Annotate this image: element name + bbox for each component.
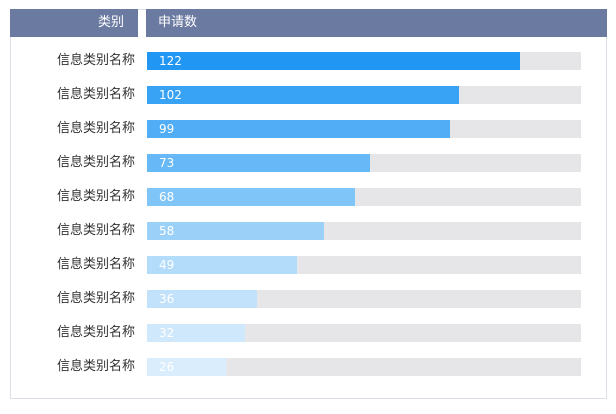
bar [147, 86, 459, 104]
bar [147, 188, 355, 206]
bar-track: 102 [147, 86, 581, 104]
bar [147, 52, 520, 70]
bar-value-label: 58 [159, 224, 175, 238]
bar-value-label: 68 [159, 190, 175, 204]
bar-value-label: 73 [159, 156, 175, 170]
category-label: 信息类别名称 [56, 223, 135, 238]
header-category: 类别 [10, 9, 138, 37]
category-label: 信息类别名称 [56, 359, 135, 374]
bar [147, 222, 324, 240]
bar-track: 32 [147, 324, 581, 342]
bar-value-label: 122 [159, 54, 182, 68]
bar-value-label: 102 [159, 88, 182, 102]
bar-track: 58 [147, 222, 581, 240]
header-value: 申请数 [146, 9, 607, 37]
bar-track: 49 [147, 256, 581, 274]
bar-value-label: 36 [159, 292, 175, 306]
bar [147, 256, 297, 274]
category-label: 信息类别名称 [56, 291, 135, 306]
category-label: 信息类别名称 [56, 53, 135, 68]
bar-track: 122 [147, 52, 581, 70]
bar-track: 68 [147, 188, 581, 206]
bar-track: 99 [147, 120, 581, 138]
bar-track: 26 [147, 358, 581, 376]
bar-track: 73 [147, 154, 581, 172]
bar-track: 36 [147, 290, 581, 308]
category-label: 信息类别名称 [56, 325, 135, 340]
bar [147, 358, 226, 376]
bar-value-label: 32 [159, 326, 175, 340]
category-label: 信息类别名称 [56, 155, 135, 170]
bar [147, 324, 245, 342]
bar-value-label: 99 [159, 122, 175, 136]
category-label: 信息类别名称 [56, 189, 135, 204]
bar-value-label: 26 [159, 360, 175, 374]
category-label: 信息类别名称 [56, 87, 135, 102]
bar-value-label: 49 [159, 258, 175, 272]
bar [147, 120, 450, 138]
bar [147, 154, 370, 172]
table-header: 类别 申请数 [10, 9, 607, 37]
category-label: 信息类别名称 [56, 121, 135, 136]
bar [147, 290, 257, 308]
category-label: 信息类别名称 [56, 257, 135, 272]
